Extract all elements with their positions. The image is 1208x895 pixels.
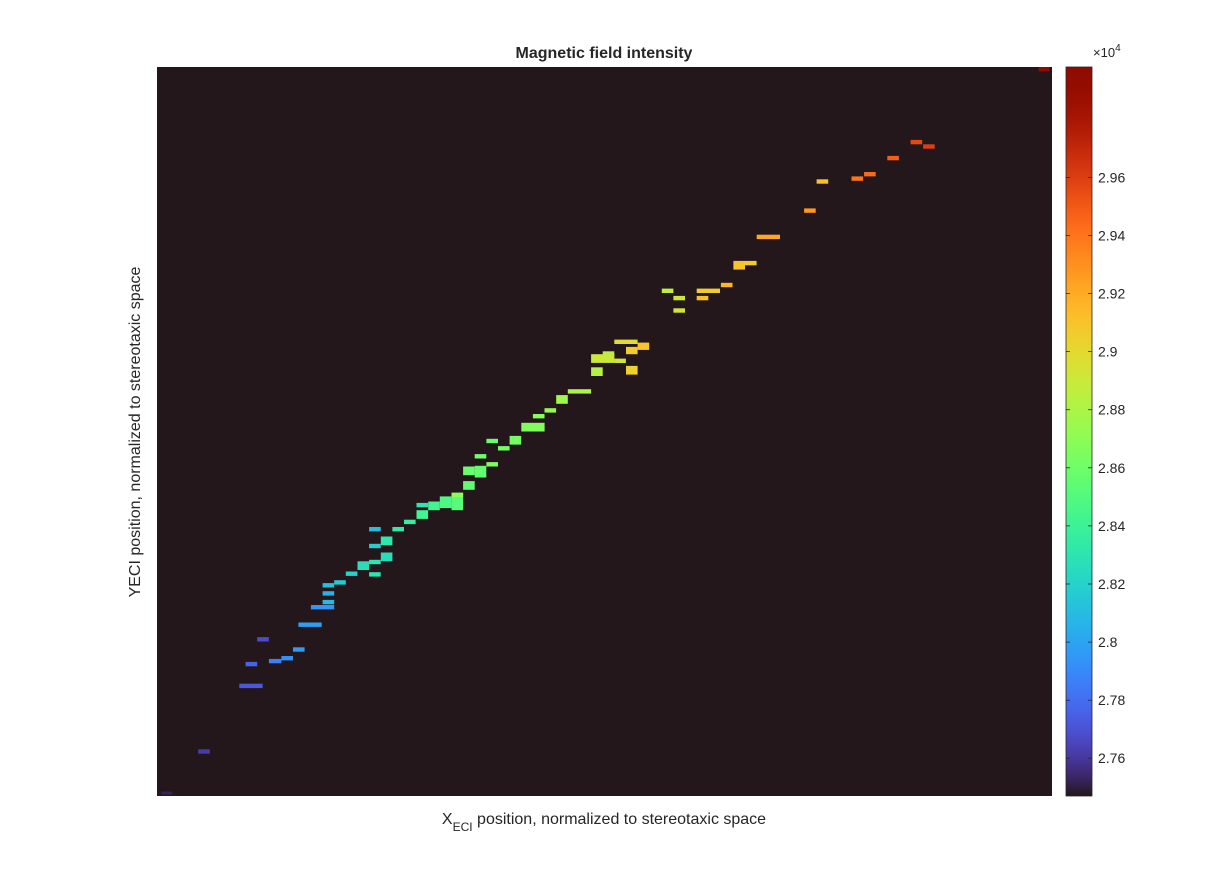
- heatmap-cell: [923, 144, 935, 149]
- x-axis-label-subscript: ECI: [453, 820, 473, 834]
- heatmap-cell: [369, 559, 381, 565]
- heatmap-cell: [544, 408, 557, 413]
- heatmap-cell: [198, 749, 210, 754]
- heatmap-cell: [532, 414, 545, 419]
- heatmap-cell: [474, 465, 487, 478]
- colorbar: 2.76 2.78 2.8 2.82 2.84 2.86 2.88 2.9 2.92 2.94 2.…: [1065, 43, 1125, 797]
- heatmap-cell: [281, 656, 293, 661]
- heatmap-cell: [428, 501, 440, 511]
- colorbar-tick-label: 2.92: [1098, 286, 1125, 302]
- colorbar-multiplier: ×10: [1093, 45, 1115, 60]
- heatmap-cell: [696, 295, 709, 301]
- heatmap-cell: [416, 502, 429, 508]
- colorbar-tick-label: 2.84: [1098, 518, 1125, 534]
- heatmap-cell: [816, 179, 829, 184]
- heatmap-cell: [486, 462, 498, 467]
- heatmap-cell: [161, 791, 173, 795]
- colorbar-tick-label: 2.82: [1098, 576, 1125, 592]
- heatmap-cell: [864, 172, 876, 177]
- heatmap-cell: [357, 561, 370, 570]
- heatmap-cell: [334, 580, 346, 585]
- heatmap-cell: [673, 308, 685, 313]
- colorbar-ticks: 2.76 2.78 2.8 2.82 2.84 2.86 2.88 2.9 2.92 2.94 2.…: [1066, 169, 1125, 766]
- chart-title: Magnetic field intensity: [516, 45, 693, 62]
- heatmap-cell: [591, 354, 615, 363]
- heatmap-cells: [161, 67, 1050, 795]
- heatmap-cell: [745, 260, 757, 266]
- x-axis-label-main: X: [442, 811, 453, 828]
- heatmap-cell: [463, 466, 475, 476]
- heatmap-background: [157, 67, 1052, 796]
- heatmap-cell: [404, 519, 416, 525]
- heatmap-cell: [637, 342, 650, 350]
- heatmap-cell: [439, 496, 452, 509]
- heatmap-cell: [591, 367, 603, 376]
- heatmap-cell: [614, 358, 626, 363]
- heatmap-cell: [887, 155, 899, 161]
- heatmap-cell: [696, 288, 720, 293]
- heatmap-cell: [322, 599, 335, 605]
- heatmap-cell: [310, 605, 335, 610]
- colorbar-tick-label: 2.88: [1098, 402, 1125, 418]
- heatmap-cell: [661, 288, 674, 293]
- colorbar-tick-label: 2.76: [1098, 750, 1125, 766]
- heatmap-cell: [756, 234, 780, 240]
- heatmap-cell: [567, 389, 592, 394]
- heatmap-cell: [369, 572, 381, 577]
- colorbar-tick-label: 2.86: [1098, 460, 1125, 476]
- heatmap-cell: [509, 435, 522, 445]
- heatmap-cell: [239, 683, 263, 689]
- heatmap-plot-area: [157, 67, 1052, 796]
- heatmap-cell: [804, 208, 816, 213]
- heatmap-cell: [245, 661, 258, 667]
- heatmap-cell: [1038, 67, 1050, 72]
- colorbar-tick-label: 2.94: [1098, 228, 1125, 244]
- colorbar-tick-label: 2.9: [1098, 344, 1118, 360]
- heatmap-cell: [451, 492, 464, 511]
- heatmap-cell: [498, 446, 510, 451]
- colorbar-tick-label: 2.8: [1098, 634, 1118, 650]
- y-axis-label: YECI position, normalized to stereotaxic…: [127, 266, 144, 597]
- heatmap-cell: [486, 438, 498, 444]
- heatmap-cell: [910, 139, 923, 145]
- heatmap-cell: [293, 647, 305, 652]
- heatmap-cell: [392, 527, 404, 532]
- heatmap-cell: [345, 571, 358, 576]
- heatmap-cell: [673, 295, 685, 301]
- heatmap-cell: [463, 481, 475, 490]
- x-axis-label: XECI position, normalized to stereotaxic…: [442, 811, 766, 834]
- heatmap-cell: [720, 282, 733, 288]
- heatmap-cell: [626, 365, 638, 375]
- heatmap-cell: [851, 176, 864, 181]
- heatmap-cell: [733, 260, 745, 270]
- heatmap-cell: [626, 346, 638, 355]
- heatmap-cell: [369, 527, 381, 532]
- heatmap-cell: [268, 658, 282, 664]
- heatmap-cell: [380, 536, 393, 546]
- heatmap-cell: [380, 552, 393, 562]
- heatmap-cell: [614, 339, 638, 344]
- heatmap-cell: [416, 510, 429, 519]
- colorbar-gradient: [1066, 67, 1092, 796]
- heatmap-cell: [369, 543, 381, 549]
- colorbar-exponent: 4: [1115, 43, 1121, 54]
- heatmap-cell: [257, 637, 269, 642]
- colorbar-exponent-label: ×104: [1093, 43, 1121, 60]
- heatmap-cell: [322, 591, 335, 596]
- heatmap-cell: [298, 622, 322, 627]
- colorbar-frame: [1065, 66, 1093, 797]
- heatmap-cell: [322, 583, 335, 588]
- heatmap-cell: [521, 422, 545, 432]
- heatmap-cell: [474, 454, 487, 459]
- heatmap-cell: [556, 395, 568, 404]
- colorbar-tick-label: 2.96: [1098, 169, 1125, 185]
- heatmap-cell: [602, 351, 615, 356]
- x-axis-label-rest: position, normalized to stereotaxic spac…: [473, 811, 767, 828]
- heatmap-cell: [451, 492, 464, 498]
- colorbar-tick-label: 2.78: [1098, 692, 1125, 708]
